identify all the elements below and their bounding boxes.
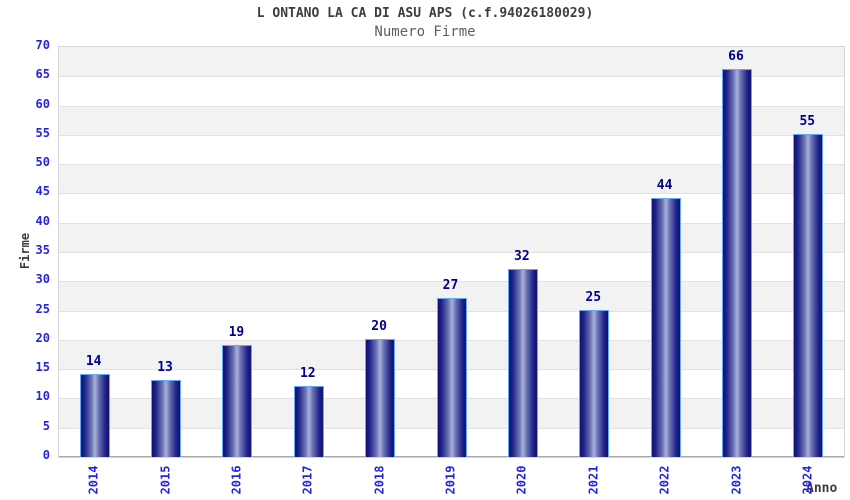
gridline: [59, 164, 844, 166]
bar-2019: [436, 297, 467, 457]
bar-2024: [793, 133, 824, 457]
bar-2014: [79, 374, 110, 457]
gridline: [59, 134, 844, 136]
plot-band: [59, 76, 844, 106]
y-tick-label: 65: [35, 67, 50, 82]
x-tick-label: 2020: [514, 465, 529, 495]
x-tick-label: 2018: [372, 465, 387, 495]
bar-value-label: 14: [85, 354, 102, 369]
y-tick-label: 40: [35, 213, 50, 228]
chart-title: L ONTANO LA CA DI ASU APS (c.f.940261800…: [256, 6, 594, 21]
x-tick-label: 2016: [229, 465, 244, 495]
bar-2017: [293, 385, 324, 457]
bar-value-label: 55: [799, 113, 816, 129]
y-tick-label: 55: [35, 125, 50, 140]
bar-2021: [579, 309, 610, 457]
plot-band: [59, 193, 844, 223]
x-tick-label: 2022: [657, 465, 672, 495]
bar-value-label: 44: [656, 178, 673, 194]
plot-band: [59, 47, 844, 77]
plot-area: [58, 46, 845, 458]
y-tick-label: 30: [35, 272, 50, 287]
x-tick-label: 2021: [586, 465, 601, 495]
bar-value-label: 66: [728, 49, 744, 65]
bar-2016: [222, 344, 253, 457]
y-tick-label: 0: [42, 448, 50, 462]
y-tick-label: 35: [35, 243, 50, 257]
x-axis-label: Anno: [806, 481, 838, 496]
y-tick-label: 25: [35, 301, 50, 316]
bar-value-label: 13: [157, 359, 173, 375]
bar-value-label: 12: [299, 365, 316, 381]
y-tick-label: 70: [35, 38, 50, 52]
gridline: [59, 222, 844, 224]
plot-band: [59, 164, 844, 194]
bar-value-label: 32: [514, 248, 530, 264]
plot-band: [59, 134, 844, 165]
plot-band: [59, 252, 844, 282]
y-tick-label: 15: [35, 360, 50, 375]
gridline: [59, 105, 844, 107]
y-tick-label: 60: [35, 96, 50, 111]
y-tick-label: 5: [42, 418, 50, 433]
bar-2018: [365, 338, 396, 457]
x-tick-label: 2014: [86, 465, 101, 495]
x-tick-label: 2023: [728, 465, 743, 495]
gridline: [59, 193, 844, 195]
x-tick-label: 2015: [158, 465, 173, 495]
x-tick-label: 2019: [443, 465, 458, 495]
y-tick-label: 10: [35, 389, 50, 404]
bar-2020: [507, 268, 538, 457]
bar-value-label: 19: [228, 324, 245, 340]
bar-value-label: 27: [442, 277, 459, 293]
chart-subtitle: Numero Firme: [374, 24, 476, 40]
x-tick-label: 2017: [300, 465, 315, 495]
gridline: [59, 281, 844, 283]
bar-2015: [151, 379, 182, 457]
y-tick-label: 20: [35, 330, 50, 345]
bar-2022: [650, 198, 681, 457]
plot-band: [59, 222, 844, 252]
gridline: [59, 76, 844, 78]
x-tick-label: 2024: [800, 465, 815, 495]
gridline: [59, 252, 844, 253]
bar-2023: [721, 69, 752, 457]
plot-band: [59, 105, 844, 135]
bar-value-label: 25: [585, 289, 602, 305]
y-tick-label: 50: [35, 155, 50, 170]
bar-value-label: 20: [371, 318, 387, 334]
y-tick-label: 45: [35, 184, 50, 199]
